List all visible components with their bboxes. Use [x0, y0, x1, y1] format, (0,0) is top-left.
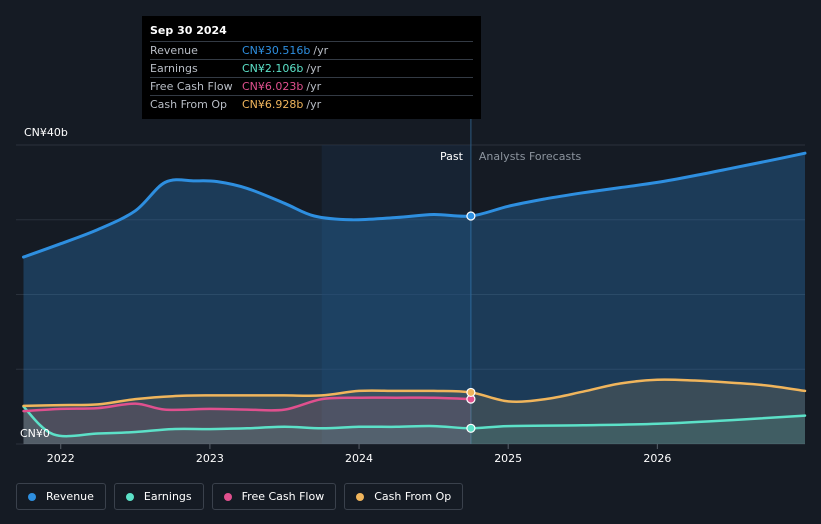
- legend-label: Cash From Op: [374, 490, 452, 503]
- revenue-current-point: [466, 211, 476, 221]
- y-tick-label: CN¥40b: [24, 126, 68, 139]
- earnings-line: [22, 405, 807, 438]
- revenue-line: [22, 151, 807, 259]
- grid-lines: [16, 144, 805, 445]
- legend-item-revenue[interactable]: Revenue: [16, 483, 106, 510]
- tooltip-row-cash-from-op: Cash From Op CN¥6.928b /yr: [150, 95, 473, 113]
- y-tick-label: CN¥0: [20, 427, 50, 440]
- current-markers: [466, 211, 476, 433]
- tooltip-label: Cash From Op: [150, 98, 228, 111]
- chart-legend: Revenue Earnings Free Cash Flow Cash Fro…: [16, 483, 464, 510]
- legend-item-free-cash-flow[interactable]: Free Cash Flow: [211, 483, 337, 510]
- legend-dot-icon: [28, 492, 36, 501]
- earnings-current-point: [466, 423, 476, 433]
- legend-item-cash-from-op[interactable]: Cash From Op: [344, 483, 464, 510]
- tooltip-label: Earnings: [150, 62, 198, 75]
- tooltip-value: CN¥6.023b: [242, 80, 304, 93]
- forecast-label: Analysts Forecasts: [479, 150, 582, 163]
- tooltip-value: CN¥6.928b: [242, 98, 304, 111]
- legend-label: Free Cash Flow: [241, 490, 325, 503]
- legend-label: Revenue: [46, 490, 94, 503]
- x-axis-labels: 2022 2023 2024 2025 2026: [47, 444, 671, 465]
- tooltip-unit: /yr: [313, 44, 329, 57]
- y-axis-labels: CN¥0 CN¥40b: [20, 126, 68, 440]
- x-tick-label: 2025: [494, 452, 522, 465]
- tooltip-label: Free Cash Flow: [150, 80, 233, 93]
- tooltip-date: Sep 30 2024: [150, 24, 227, 37]
- past-label: Past: [440, 150, 464, 163]
- legend-item-earnings[interactable]: Earnings: [113, 483, 204, 510]
- tooltip-row-earnings: Earnings CN¥2.106b /yr: [150, 59, 473, 77]
- revenue-area: [23, 153, 805, 444]
- tooltip-value: CN¥30.516b: [242, 44, 311, 57]
- past-region-shade: [321, 145, 471, 444]
- x-tick-label: 2023: [196, 452, 224, 465]
- tooltip-value: CN¥2.106b: [242, 62, 304, 75]
- legend-label: Earnings: [143, 490, 192, 503]
- x-tick-label: 2022: [47, 452, 75, 465]
- tooltip-unit: /yr: [306, 80, 322, 93]
- tooltip-unit: /yr: [306, 98, 322, 111]
- series-lines: [22, 151, 807, 438]
- tooltip-row-revenue: Revenue CN¥30.516b /yr: [150, 41, 473, 59]
- data-tooltip: Sep 30 2024 Revenue CN¥30.516b /yr Earni…: [142, 16, 481, 119]
- tooltip-row-free-cash-flow: Free Cash Flow CN¥6.023b /yr: [150, 77, 473, 95]
- tooltip-unit: /yr: [306, 62, 322, 75]
- x-tick-label: 2026: [643, 452, 671, 465]
- legend-dot-icon: [356, 492, 365, 501]
- cash-from-op-line: [22, 378, 807, 408]
- legend-dot-icon: [125, 492, 134, 501]
- x-tick-label: 2024: [345, 452, 373, 465]
- free-cash-flow-line: [22, 396, 473, 413]
- legend-dot-icon: [223, 492, 232, 501]
- earnings-area: [23, 406, 805, 444]
- tooltip-label: Revenue: [150, 44, 198, 57]
- cash-from-op-current-point: [466, 387, 476, 398]
